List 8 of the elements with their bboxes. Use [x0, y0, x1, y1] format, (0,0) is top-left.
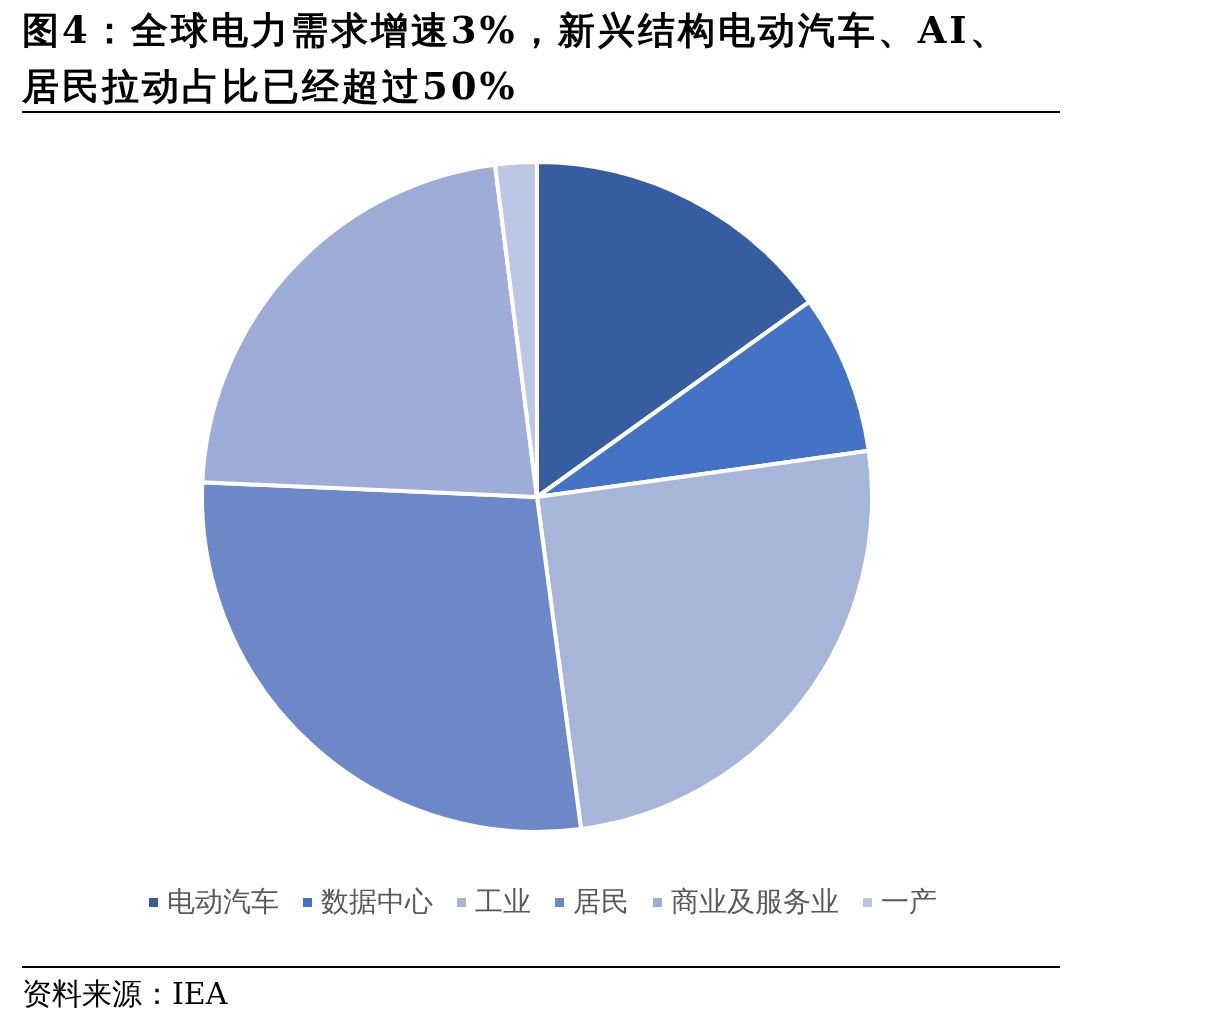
chart-title: 图4：全球电力需求增速3%，新兴结构电动汽车、AI、居民拉动占比已经超过50% — [22, 7, 1011, 110]
legend-label: 居民 — [573, 884, 629, 920]
legend-label: 一产 — [881, 884, 937, 920]
legend-label: 商业及服务业 — [671, 884, 839, 920]
legend-label: 数据中心 — [321, 884, 433, 920]
legend-label: 工业 — [475, 884, 531, 920]
text: 资料来源：IEA — [22, 975, 228, 1013]
legend-label: 电动汽车 — [167, 884, 279, 920]
